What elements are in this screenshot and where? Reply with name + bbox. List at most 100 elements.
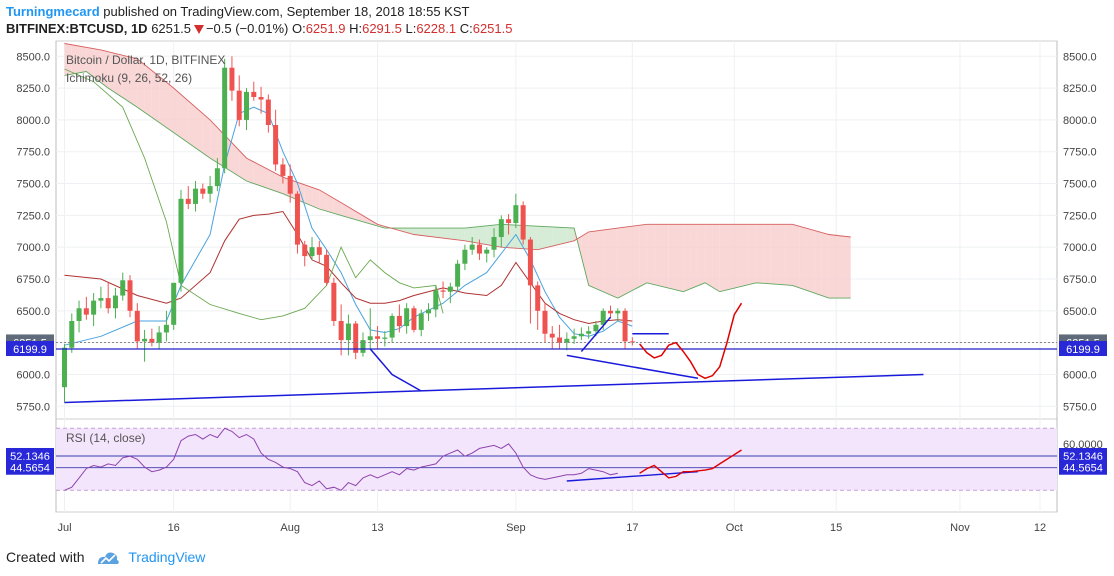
candle-body [447,286,453,292]
high-label: H: [349,21,363,36]
kumo-segment [435,228,444,239]
kumo-segment [399,228,407,233]
candle-body [258,97,264,100]
y-tick-left: 8000.0 [16,115,50,127]
high-value: 6291.5 [362,21,402,36]
candle-body [62,347,67,388]
rsi-tag-left-text: 44.5654 [10,463,50,475]
ichimoku-lines [64,43,851,346]
y-tick-right: 5750.0 [1063,401,1097,413]
candle-body [156,332,162,343]
candle-body [389,315,395,338]
kumo-segment [603,229,611,295]
candle-body [578,333,584,337]
candle-body [520,205,526,240]
kumo-segment [195,107,203,153]
price-tag-left-text: 6199.9 [13,344,47,356]
kumo-segment [166,82,174,133]
x-tick-label: Jul [57,522,71,534]
tradingview-brand[interactable]: TradingView [128,549,206,565]
price-tag-right-text: 6199.9 [1066,344,1100,356]
candle-body [382,337,388,339]
candle-body [244,91,249,120]
kumo-segment [814,230,822,296]
kumo-segment [413,228,422,236]
kumo-segment [785,224,793,286]
kumo-segment [690,224,698,289]
kumo-segment [719,224,727,292]
kumo-segment [275,173,283,194]
kumo-segment [304,184,313,206]
kumo-segment [559,227,567,245]
kumo-segment [231,142,240,177]
y-tick-right: 7000.0 [1063,242,1097,254]
trend-drawings [56,302,1057,404]
x-tick-label: Oct [726,522,743,534]
price-tag-right [1059,341,1107,357]
kumo-segment [479,225,487,245]
candle-body [222,67,228,169]
candle-body [593,324,599,332]
price-change: −0.5 (−0.01%) [205,21,289,36]
kumo-segment [792,224,800,288]
kumo-segment [632,225,640,291]
kumo-segment [472,226,480,244]
kumo-segment [639,224,647,287]
candle-body [134,310,140,342]
y-tick-left: 7250.0 [16,210,50,222]
candle-body [557,337,563,343]
candle-body [287,175,293,194]
candle-body [360,340,366,353]
candle-body [142,338,148,342]
candle-body [433,290,439,310]
kumo-segment [726,224,735,290]
x-tick-label: Aug [280,522,300,534]
senkou-span-b [64,43,851,251]
candle-body [76,308,82,321]
kumo-segment [333,198,342,216]
kumo-segment [843,236,851,299]
candle-body [207,186,213,194]
kumo-segment [210,119,218,163]
kumo-segment [130,57,138,108]
candle-body [498,219,504,237]
kumo-segment [100,49,109,89]
kumo-segment [173,88,181,138]
kumo-segment [646,224,655,285]
kumo-segment [807,228,815,293]
candle-body [294,193,300,245]
chart-canvas[interactable]: 8500.0 8500.0 8250.0 8250.0 8000.0 8000.0 7750… [0,40,1114,556]
published-text: published on TradingView.com, September … [103,4,470,19]
candle-body [491,237,497,250]
low-value: 6228.1 [416,21,457,36]
kumo-segment [544,226,553,248]
candle-body [91,300,97,315]
kumo-segment [108,51,116,93]
candle-body [542,310,548,334]
candle-body [629,341,635,343]
kumo-segment [683,224,691,292]
x-tick-label: 17 [626,522,638,534]
x-tick-label: 15 [830,522,842,534]
candle-body [345,323,351,341]
kumo-segment [79,46,87,73]
candle-body [163,324,169,333]
candle-body [622,310,628,342]
kijun-sen [64,210,633,325]
chikou-span [64,68,444,321]
candle-body [316,247,322,255]
tenkan-sen [64,106,633,346]
candle-body [214,168,220,187]
kumo-segment [202,113,211,159]
kumo-segment [777,224,786,285]
author-name[interactable]: Turningmecard [6,4,100,19]
candles [62,56,635,403]
candle-body [280,164,286,176]
rsi-tag-right [1059,459,1107,475]
kumo-segment [253,161,262,187]
candle-body [112,295,118,309]
rsi-tag-left [6,447,54,463]
kumo-segment [654,224,662,287]
kumo-segment [239,150,247,181]
candle-body [608,310,613,314]
